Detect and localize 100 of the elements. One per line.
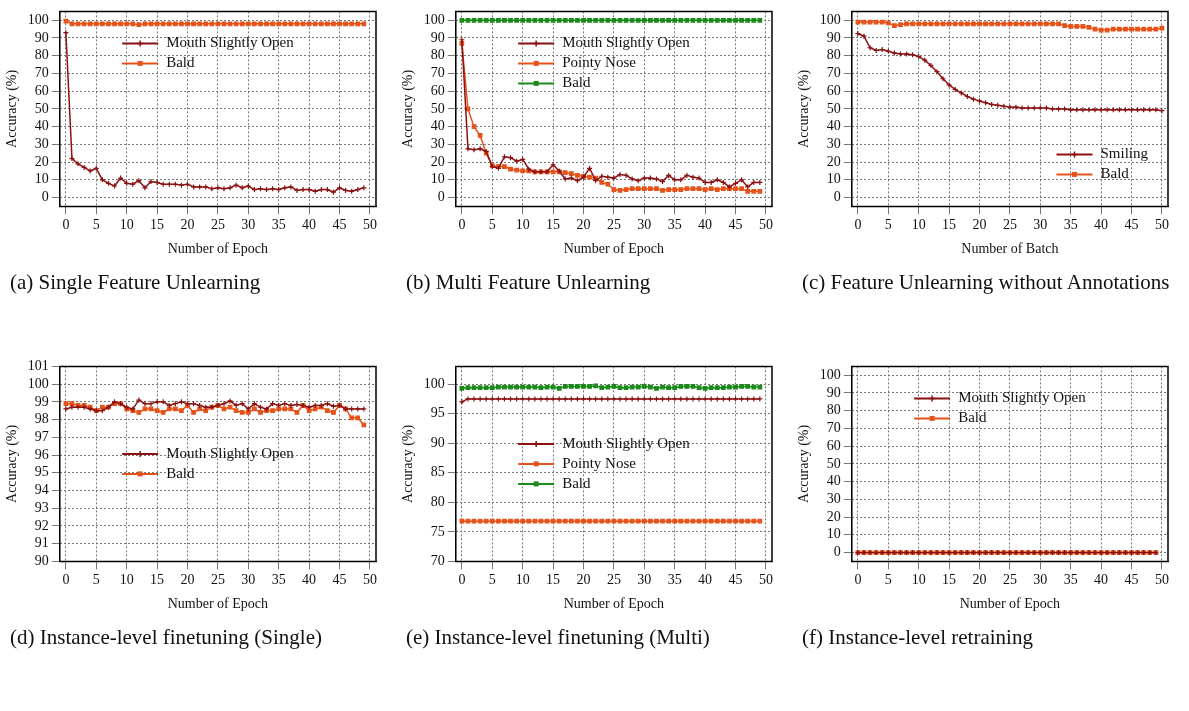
x-tick-label: 50 [758, 217, 773, 233]
x-tick-label: 0 [458, 217, 466, 233]
text: (d) Instance-level finetuning (Single) [9, 624, 323, 651]
y-axis-title: Accuracy (%) [796, 69, 813, 148]
y-tick-label: 90 [430, 29, 445, 45]
x-tick-label: 25 [606, 217, 621, 233]
x-axis-title: Number of Epoch [959, 596, 1061, 612]
text: (b) Multi Feature Unlearning [405, 269, 652, 296]
y-axis-title: Accuracy (%) [796, 424, 813, 503]
y-tick-label: 50 [826, 100, 841, 116]
x-tick-label: 40 [302, 572, 317, 588]
x-tick-label: 45 [332, 217, 347, 233]
text: (e) Instance-level finetuning (Multi) [405, 624, 711, 651]
x-tick-label: 15 [942, 217, 957, 233]
x-tick-label: 40 [302, 217, 317, 233]
x-tick-label: 15 [150, 217, 165, 233]
y-tick-label: 40 [826, 118, 841, 134]
x-tick-label: 5 [884, 217, 892, 233]
text: (c) Feature Unlearning without Annotations [801, 269, 1171, 296]
x-tick-label: 30 [637, 572, 652, 588]
y-tick-label: 93 [34, 499, 49, 515]
x-tick-label: 50 [362, 217, 377, 233]
x-tick-label: 5 [488, 572, 496, 588]
x-axis-title: Number of Epoch [167, 596, 269, 612]
y-tick-label: 20 [430, 153, 445, 169]
y-tick-label: 101 [27, 358, 49, 374]
y-tick-label: 10 [826, 526, 841, 542]
x-tick-label: 15 [150, 572, 165, 588]
y-tick-label: 80 [430, 47, 445, 63]
x-tick-label: 10 [515, 217, 530, 233]
x-tick-label: 30 [1033, 572, 1048, 588]
y-tick-label: 100 [27, 11, 49, 27]
y-tick-label: 0 [437, 189, 445, 205]
x-tick-label: 40 [698, 217, 713, 233]
y-tick-label: 50 [34, 100, 49, 116]
y-tick-label: 100 [819, 11, 841, 27]
y-tick-label: 95 [430, 405, 445, 421]
y-tick-label: 80 [826, 47, 841, 63]
x-tick-label: 45 [332, 572, 347, 588]
x-tick-label: 35 [667, 572, 682, 588]
y-tick-label: 70 [430, 65, 445, 81]
y-tick-label: 50 [826, 455, 841, 471]
x-tick-label: 20 [180, 572, 195, 588]
y-tick-label: 90 [34, 29, 49, 45]
x-tick-label: 45 [728, 217, 743, 233]
x-tick-label: 50 [1154, 217, 1169, 233]
x-tick-label: 25 [1002, 572, 1017, 588]
y-tick-label: 60 [826, 82, 841, 98]
y-axis-title: Accuracy (%) [400, 424, 417, 503]
x-tick-label: 10 [119, 572, 134, 588]
x-tick-label: 50 [1154, 572, 1169, 588]
y-tick-label: 60 [430, 82, 445, 98]
y-tick-label: 80 [430, 493, 445, 509]
y-tick-label: 100 [27, 375, 49, 391]
y-tick-label: 0 [833, 189, 841, 205]
x-tick-label: 25 [210, 572, 225, 588]
y-tick-label: 100 [423, 375, 445, 391]
legend-label: Mouth Slightly Open [166, 34, 295, 51]
x-tick-label: 5 [488, 217, 496, 233]
x-tick-label: 45 [1124, 572, 1139, 588]
x-tick-label: 15 [942, 572, 957, 588]
x-tick-label: 30 [241, 572, 256, 588]
y-tick-label: 40 [826, 473, 841, 489]
y-tick-label: 30 [34, 136, 49, 152]
x-tick-label: 35 [271, 217, 286, 233]
y-tick-label: 30 [826, 136, 841, 152]
x-tick-label: 5 [884, 572, 892, 588]
y-tick-label: 80 [826, 402, 841, 418]
x-axis-title: Number of Epoch [167, 241, 269, 257]
y-tick-label: 30 [826, 491, 841, 507]
x-tick-label: 15 [546, 572, 561, 588]
x-tick-label: 20 [972, 217, 987, 233]
y-tick-label: 60 [826, 437, 841, 453]
x-tick-label: 30 [241, 217, 256, 233]
x-tick-label: 50 [362, 572, 377, 588]
y-tick-label: 99 [34, 393, 49, 409]
x-tick-label: 45 [1124, 217, 1139, 233]
y-tick-label: 10 [430, 171, 445, 187]
y-tick-label: 40 [34, 118, 49, 134]
y-tick-label: 90 [826, 384, 841, 400]
y-tick-label: 91 [34, 535, 49, 551]
y-tick-label: 20 [826, 153, 841, 169]
y-tick-label: 90 [826, 29, 841, 45]
y-tick-label: 95 [34, 464, 49, 480]
y-tick-label: 30 [430, 136, 445, 152]
legend-label: Bald [562, 474, 591, 491]
x-tick-label: 40 [698, 572, 713, 588]
x-tick-label: 0 [854, 572, 862, 588]
y-tick-label: 75 [430, 523, 445, 539]
y-tick-label: 70 [826, 65, 841, 81]
y-tick-label: 10 [34, 171, 49, 187]
x-tick-label: 0 [854, 217, 862, 233]
legend-label: Bald [166, 464, 195, 481]
x-tick-label: 40 [1094, 572, 1109, 588]
y-tick-label: 10 [826, 171, 841, 187]
y-tick-label: 100 [819, 366, 841, 382]
y-tick-label: 60 [34, 82, 49, 98]
y-tick-label: 96 [34, 446, 49, 462]
y-tick-label: 50 [430, 100, 445, 116]
x-tick-label: 50 [758, 572, 773, 588]
